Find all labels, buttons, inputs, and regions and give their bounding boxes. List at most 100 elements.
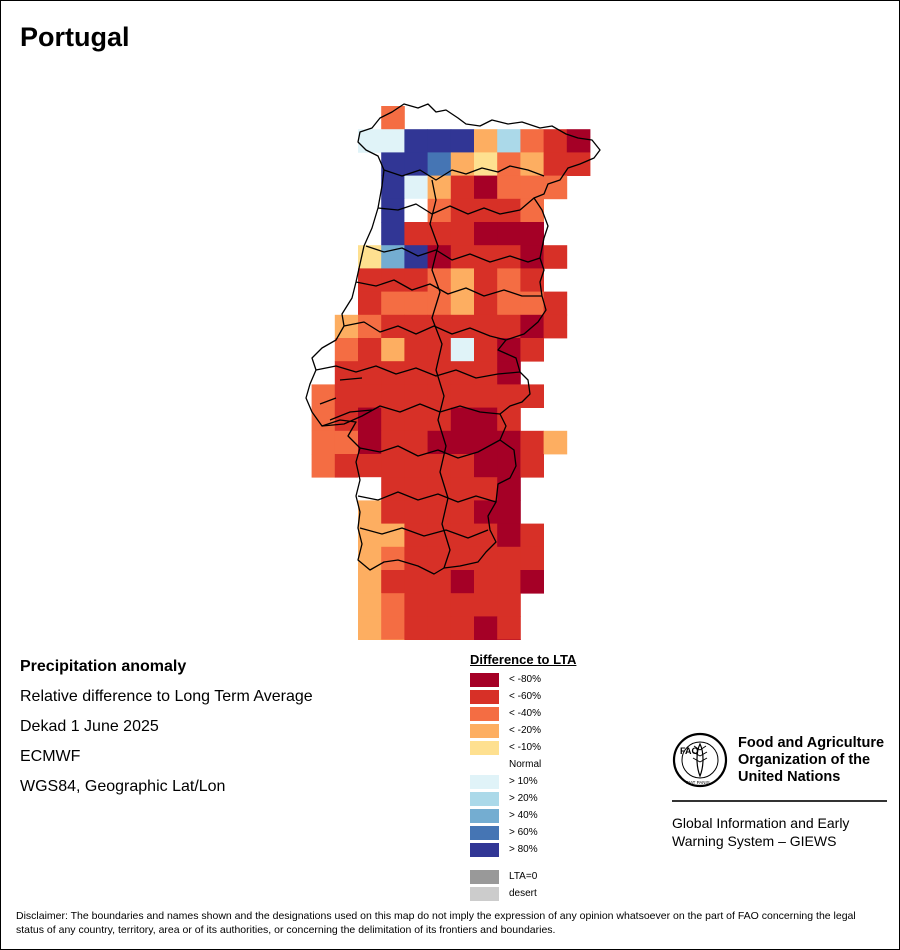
anomaly-cell xyxy=(497,129,521,153)
coastal-detail xyxy=(319,377,373,421)
anomaly-cell xyxy=(404,500,428,524)
legend-swatch xyxy=(470,757,499,772)
info-source: ECMWF xyxy=(20,748,81,765)
anomaly-cell xyxy=(543,175,568,200)
anomaly-cell xyxy=(358,314,382,339)
anomaly-cell xyxy=(358,593,382,617)
fao-logo-text: FAO xyxy=(680,746,699,756)
anomaly-cell xyxy=(381,407,405,432)
legend-item: > 20% xyxy=(470,790,576,807)
anomaly-cell xyxy=(520,291,544,316)
anomaly-cell xyxy=(404,454,428,478)
anomaly-cell xyxy=(358,268,382,292)
anomaly-cell xyxy=(497,222,521,246)
anomaly-cell xyxy=(427,454,452,478)
anomaly-cell xyxy=(427,152,452,176)
fao-name: Food and Agriculture Organization of the… xyxy=(738,735,888,786)
anomaly-cell xyxy=(520,454,544,478)
legend-label: < -40% xyxy=(509,708,541,719)
anomaly-cell xyxy=(520,546,544,571)
anomaly-cell xyxy=(427,523,452,548)
legend-swatch xyxy=(470,825,499,840)
anomaly-cell xyxy=(566,129,591,153)
anomaly-cell xyxy=(520,384,544,408)
anomaly-cell xyxy=(474,175,498,200)
legend-label: > 10% xyxy=(509,776,538,787)
anomaly-cell xyxy=(381,593,405,617)
anomaly-cell xyxy=(404,407,428,432)
giews-line: Warning System – GIEWS xyxy=(672,833,837,849)
fao-name-line: Food and Agriculture xyxy=(738,735,885,751)
map-info: Precipitation anomaly Relative differenc… xyxy=(20,656,313,806)
anomaly-cell xyxy=(358,430,382,455)
anomaly-cell xyxy=(474,338,498,362)
district-boundary xyxy=(343,321,507,341)
legend-item: > 80% xyxy=(470,841,576,858)
anomaly-cell xyxy=(381,338,405,362)
anomaly-cell xyxy=(358,500,382,524)
anomaly-cell xyxy=(358,477,382,501)
giews-line: Global Information and Early xyxy=(672,815,850,831)
anomaly-cell xyxy=(358,454,382,478)
legend-label: LTA=0 xyxy=(509,871,538,882)
anomaly-cell xyxy=(358,129,382,153)
anomaly-cell xyxy=(334,407,359,432)
anomaly-cell xyxy=(381,152,405,176)
anomaly-cell xyxy=(450,198,475,223)
district-boundary xyxy=(321,403,501,427)
legend-swatch xyxy=(470,808,499,823)
anomaly-cell xyxy=(474,268,498,292)
district-boundary xyxy=(383,165,545,181)
anomaly-cell xyxy=(520,222,544,246)
fao-logo-icon: FAO FIAT PANIS xyxy=(672,732,728,788)
anomaly-cell xyxy=(450,454,475,478)
anomaly-cell xyxy=(450,338,475,362)
info-description: Relative difference to Long Term Average xyxy=(20,688,313,705)
anomaly-cell xyxy=(543,245,568,269)
anomaly-cell xyxy=(381,616,405,640)
anomaly-cell xyxy=(381,175,405,200)
anomaly-cell xyxy=(381,454,405,478)
anomaly-cell xyxy=(381,129,405,153)
anomaly-cell xyxy=(311,384,336,408)
anomaly-cell xyxy=(497,384,521,408)
anomaly-cell xyxy=(427,616,452,640)
anomaly-cell xyxy=(520,245,544,269)
legend-swatch xyxy=(470,842,499,857)
anomaly-cell xyxy=(358,570,382,594)
legend-label: > 60% xyxy=(509,827,538,838)
anomaly-cell xyxy=(381,198,405,223)
anomaly-cell xyxy=(497,407,521,432)
legend-item: < -20% xyxy=(470,722,576,739)
anomaly-cell xyxy=(474,384,498,408)
anomaly-cell xyxy=(404,222,428,246)
anomaly-cell xyxy=(381,430,405,455)
anomaly-cell xyxy=(427,570,452,594)
legend-label: > 20% xyxy=(509,793,538,804)
legend-item: LTA=0 xyxy=(470,868,576,885)
fao-logo-motto: FIAT PANIS xyxy=(686,780,710,785)
anomaly-cell xyxy=(404,570,428,594)
anomaly-cell xyxy=(543,314,568,339)
anomaly-cell xyxy=(450,222,475,246)
legend-swatch xyxy=(470,869,499,884)
anomaly-cell xyxy=(497,546,521,571)
anomaly-cell xyxy=(474,245,498,269)
anomaly-cell xyxy=(381,500,405,524)
anomaly-cell xyxy=(404,477,428,501)
anomaly-cell xyxy=(474,430,498,455)
anomaly-cell xyxy=(497,616,521,640)
anomaly-cell xyxy=(404,361,428,385)
legend-label: < -10% xyxy=(509,742,541,753)
anomaly-cell xyxy=(381,314,405,339)
anomaly-cell xyxy=(497,198,521,223)
giews-name: Global Information and Early Warning Sys… xyxy=(672,814,888,850)
anomaly-cell xyxy=(404,593,428,617)
anomaly-cell xyxy=(450,384,475,408)
anomaly-cell xyxy=(497,245,521,269)
anomaly-cell xyxy=(474,523,498,548)
anomaly-cell xyxy=(543,430,568,455)
district-boundary xyxy=(359,439,501,459)
anomaly-cell xyxy=(358,407,382,432)
anomaly-cell xyxy=(450,477,475,501)
